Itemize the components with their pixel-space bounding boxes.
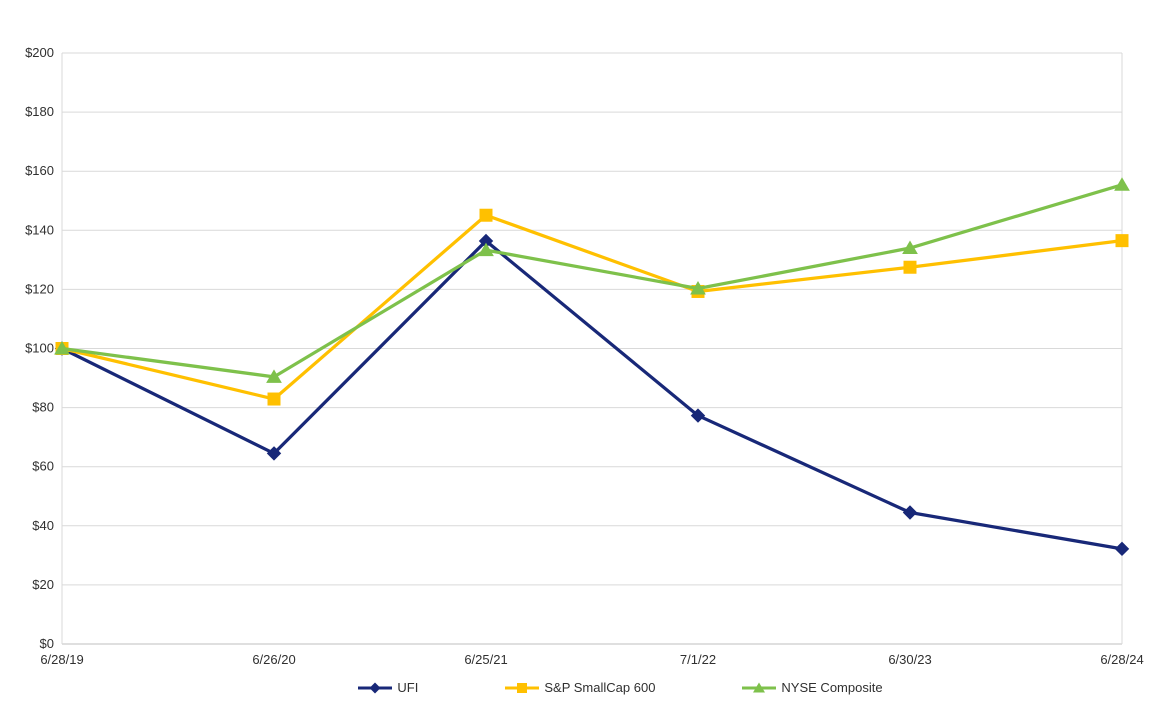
marker-triangle-nyse-composite (1114, 177, 1130, 191)
series-line-ufi (60, 239, 1124, 551)
legend-marker-triangle-icon (753, 682, 766, 692)
plot-area: $0 $20 $40 $60 $80 $100 $120 $140 $160 $180 $200 6/… (25, 45, 1144, 667)
y-tick-label: $20 (32, 577, 54, 592)
y-tick-label: $180 (25, 104, 54, 119)
series-nyse-composite (54, 177, 1130, 383)
marker-square-s-p-smallcap-600 (479, 208, 493, 222)
series-line-s-p-smallcap-600 (60, 213, 1124, 401)
marker-triangle-nyse-composite (478, 242, 494, 257)
legend-label: UFI (397, 680, 419, 695)
marker-diamond-ufi (266, 446, 282, 461)
x-tick-label: 6/28/19 (40, 652, 83, 667)
x-tick-label: 6/25/21 (464, 652, 507, 667)
y-tick-label: $100 (25, 341, 54, 356)
y-tick-label: $200 (25, 45, 54, 60)
y-tick-label: $120 (25, 281, 54, 296)
y-tick-label: $80 (32, 400, 54, 415)
series-s-p-smallcap-600 (55, 208, 1129, 406)
x-tick-label: 6/26/20 (252, 652, 295, 667)
series-ufi (54, 233, 1130, 557)
marker-square-s-p-smallcap-600 (1115, 234, 1129, 248)
marker-triangle-nyse-composite (902, 240, 918, 255)
marker-diamond-ufi (902, 505, 918, 520)
legend-item-ufi: UFI (357, 680, 418, 695)
y-tick-label: $0 (40, 636, 54, 651)
y-tick-label: $40 (32, 518, 54, 533)
legend-swatch-diamond-icon (358, 682, 393, 693)
marker-triangle-nyse-composite (54, 341, 70, 355)
legend-marker-diamond-icon (369, 682, 381, 693)
marker-triangle-nyse-composite (690, 281, 706, 295)
y-tick-label: $160 (25, 163, 54, 178)
marker-diamond-ufi (690, 408, 706, 423)
legend-label: S&P SmallCap 600 (544, 680, 656, 695)
legend-swatch-triangle-icon (742, 682, 777, 692)
x-tick-label: 6/28/24 (1100, 652, 1143, 667)
legend-item-s-p-smallcap-600: S&P SmallCap 600 (504, 680, 655, 695)
y-tick-label: $140 (25, 222, 54, 237)
legend-label: NYSE Composite (781, 680, 883, 695)
x-tick-label: 7/1/22 (680, 652, 716, 667)
x-tick-label: 6/30/23 (888, 652, 931, 667)
legend-item-nyse-composite: NYSE Composite (741, 680, 883, 695)
chart-legend: UFI S&P SmallCap 600 NYSE Composite (44, 680, 1152, 695)
legend-swatch-square-icon (505, 682, 540, 693)
marker-square-s-p-smallcap-600 (267, 392, 281, 406)
legend-marker-square-icon (517, 682, 528, 693)
y-tick-label: $60 (32, 459, 54, 474)
marker-diamond-ufi (1114, 541, 1130, 557)
marker-square-s-p-smallcap-600 (903, 260, 917, 274)
marker-triangle-nyse-composite (266, 369, 282, 383)
series-line-nyse-composite (60, 183, 1124, 379)
